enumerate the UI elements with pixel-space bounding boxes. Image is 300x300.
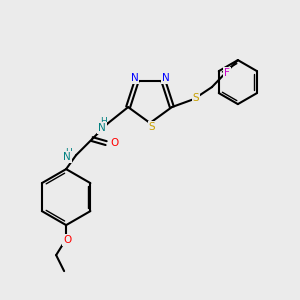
Text: N: N	[130, 74, 138, 83]
Text: H: H	[100, 117, 106, 126]
Text: N: N	[98, 123, 106, 133]
Text: O: O	[110, 138, 118, 148]
Text: F: F	[224, 68, 230, 78]
Text: N: N	[162, 74, 170, 83]
Text: N: N	[63, 152, 71, 162]
Text: H: H	[65, 148, 71, 157]
Text: S: S	[149, 122, 155, 132]
Text: S: S	[193, 93, 199, 103]
Text: O: O	[63, 235, 71, 245]
